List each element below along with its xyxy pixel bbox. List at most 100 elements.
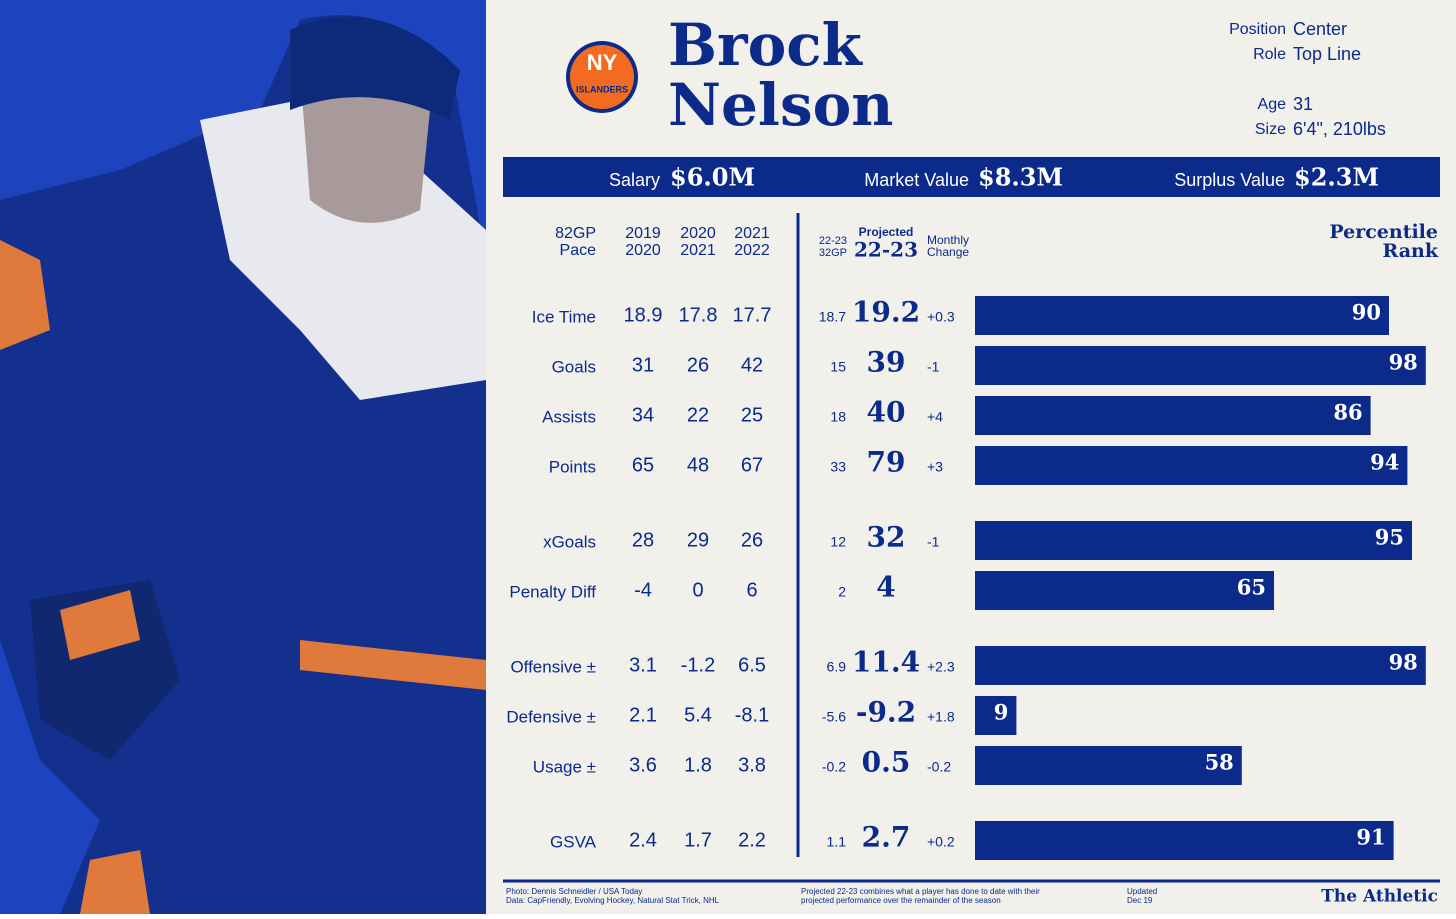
season-value: 2.4 [629,829,657,851]
current-value: -0.2 [822,759,846,775]
header: 2021 [680,242,716,259]
projected-value: 11.4 [852,646,920,679]
row-label: Goals [552,357,596,376]
info-value: Top Line [1293,44,1361,64]
percentile-label: 90 [1352,300,1381,325]
percentile-bar [975,696,1017,735]
percentile-bar [975,746,1242,785]
season-value: 26 [741,529,763,551]
monthly-change: +0.3 [927,309,955,325]
header: 22-23 [854,238,918,262]
monthly-change: +4 [927,409,943,425]
info-value: Center [1293,19,1347,39]
header: Projected [859,225,914,239]
header: 22-23 [819,235,847,247]
info-label: Size [1255,121,1286,138]
season-value: 28 [632,529,654,551]
header: Monthly [927,233,969,247]
header: Percentile [1329,221,1438,243]
projected-value: 32 [867,521,906,554]
header: 2020 [680,225,716,242]
season-value: 1.8 [684,754,712,776]
row-label: Defensive ± [506,707,596,726]
percentile-bar [975,571,1274,610]
player-first-name: Brock [668,11,864,79]
row-label: Ice Time [532,307,596,326]
updated: Updated [1127,887,1157,896]
season-value: 5.4 [684,704,712,726]
current-value: 18.7 [819,309,846,325]
row-label: Offensive ± [510,657,596,676]
contract-value: $2.3M [1294,163,1379,192]
projected-value: 4 [876,571,895,604]
updated: Dec 19 [1127,896,1153,905]
percentile-bar [975,346,1426,385]
header: Pace [560,242,597,259]
season-value: 6 [746,579,757,601]
percentile-label: 86 [1333,400,1362,425]
percentile-bar [975,646,1426,685]
percentile-label: 98 [1389,350,1418,375]
season-value: 1.7 [684,829,712,851]
info-label: Position [1229,21,1286,38]
percentile-label: 95 [1375,525,1404,550]
monthly-change: +0.2 [927,834,955,850]
season-value: 22 [687,404,709,426]
team-logo: NY ISLANDERS [566,41,638,113]
season-value: 0 [692,579,703,601]
season-value: 18.9 [624,304,663,326]
current-value: -5.6 [822,709,846,725]
projected-value: 79 [867,446,906,479]
contract-label: Salary [609,170,660,190]
season-value: 6.5 [738,654,766,676]
logo-bottom: ISLANDERS [576,84,628,94]
info-value: 31 [1293,94,1313,114]
season-value: 42 [741,354,763,376]
projected-value: 2.7 [862,821,911,854]
header: 2019 [625,225,661,242]
season-value: 34 [632,404,654,426]
current-value: 2 [838,584,846,600]
percentile-bar [975,446,1408,485]
logo-top: NY [587,50,618,75]
player-photo [0,0,486,914]
percentile-label: 58 [1205,750,1234,775]
season-value: 17.7 [733,304,772,326]
monthly-change: -1 [927,534,940,550]
credits: Data: CapFriendly, Evolving Hockey, Natu… [506,896,720,905]
season-value: 2.1 [629,704,657,726]
season-value: 31 [632,354,654,376]
monthly-change: +3 [927,459,943,475]
info-label: Age [1258,96,1287,113]
header: 32GP [819,247,847,259]
monthly-change: +2.3 [927,659,955,675]
percentile-label: 65 [1237,575,1266,600]
season-value: 3.6 [629,754,657,776]
projected-value: 0.5 [862,746,911,779]
percentile-bar [975,821,1394,860]
row-label: Assists [542,407,596,426]
projected-value: -9.2 [856,696,916,729]
current-value: 33 [830,459,846,475]
player-last-name: Nelson [668,71,893,139]
row-label: GSVA [550,832,597,851]
percentile-label: 98 [1389,650,1418,675]
contract-value: $6.0M [670,163,755,192]
percentile-bar [975,296,1389,335]
projected-value: 19.2 [852,296,920,329]
note: Projected 22-23 combines what a player h… [801,887,1040,896]
current-value: 1.1 [827,834,847,850]
season-value: 67 [741,454,763,476]
row-label: Penalty Diff [509,582,596,601]
season-value: -4 [634,579,652,601]
row-label: xGoals [543,532,596,551]
season-value: -8.1 [735,704,769,726]
season-value: 17.8 [679,304,718,326]
season-value: 26 [687,354,709,376]
contract-value: $8.3M [978,163,1063,192]
season-value: -1.2 [681,654,715,676]
percentile-bar [975,396,1371,435]
monthly-change: -1 [927,359,940,375]
current-value: 6.9 [827,659,847,675]
percentile-bar [975,521,1412,560]
